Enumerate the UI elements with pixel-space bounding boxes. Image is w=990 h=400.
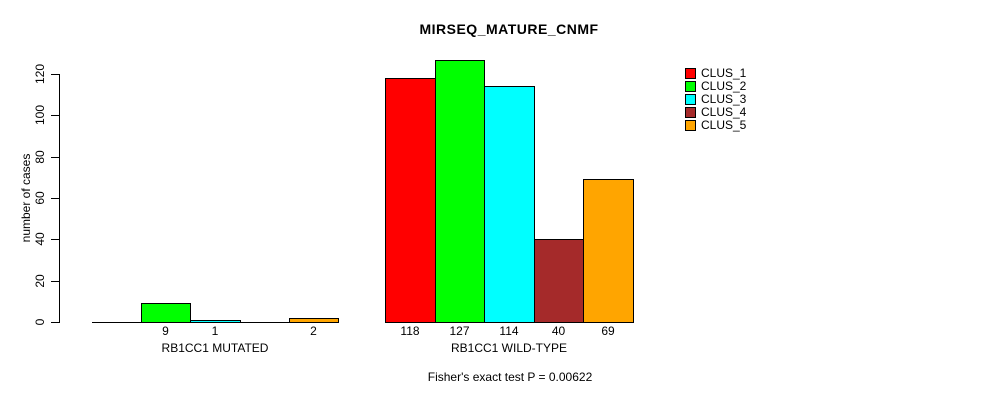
bar-clus_2-group0 [141, 303, 191, 323]
legend-label-clus_5: CLUS_5 [701, 118, 747, 132]
y-tick [51, 281, 59, 282]
y-tick-label: 60 [33, 191, 47, 205]
bar-value-label: 2 [310, 324, 317, 338]
legend-swatch-clus_4 [685, 106, 696, 118]
bar-clus_5-group1 [583, 179, 634, 323]
y-tick-label: 40 [33, 232, 47, 246]
bar-value-label: 69 [601, 324, 615, 338]
bar-value-label: 40 [551, 324, 566, 338]
fisher-test-annotation: Fisher's exact test P = 0.00622 [427, 370, 593, 384]
chart-title: MIRSEQ_MATURE_CNMF [419, 21, 599, 37]
y-axis-line [59, 74, 60, 323]
x-group-label-wild-type: RB1CC1 WILD-TYPE [450, 341, 568, 355]
y-tick [51, 74, 59, 75]
y-tick [51, 239, 59, 240]
y-tick-label: 0 [33, 318, 47, 326]
y-axis-label: number of cases [19, 153, 33, 243]
bar-clus_5-group0 [289, 318, 339, 323]
y-tick [51, 115, 59, 116]
legend-label-clus_3: CLUS_3 [701, 92, 747, 106]
legend-swatch-clus_2 [685, 80, 696, 92]
bar-value-label: 127 [449, 324, 470, 338]
legend-label-clus_4: CLUS_4 [701, 105, 747, 119]
y-tick-label: 100 [33, 104, 47, 126]
bar-clus_3-group1 [484, 86, 535, 323]
legend-swatch-clus_5 [685, 119, 696, 131]
y-tick [51, 198, 59, 199]
bar-value-label: 9 [162, 324, 169, 338]
y-tick-label: 20 [33, 274, 47, 288]
x-group-label-mutated: RB1CC1 MUTATED [161, 341, 269, 355]
legend-swatch-clus_3 [685, 93, 696, 105]
bar-value-label: 114 [499, 324, 519, 338]
y-tick [51, 322, 59, 323]
bar-clus_4-group1 [534, 239, 584, 323]
legend-label-clus_1: CLUS_1 [701, 66, 747, 80]
bar-value-label: 118 [400, 324, 420, 338]
y-tick [51, 157, 59, 158]
legend-swatch-clus_1 [685, 67, 696, 79]
y-tick-label: 80 [33, 150, 47, 164]
legend-label-clus_2: CLUS_2 [701, 79, 747, 93]
bar-clus_2-group1 [435, 60, 485, 323]
bar-clus_3-group0 [190, 320, 241, 323]
bar-clus_1-group1 [385, 78, 436, 323]
y-tick-label: 120 [33, 63, 47, 85]
bar-value-label: 1 [211, 324, 219, 338]
